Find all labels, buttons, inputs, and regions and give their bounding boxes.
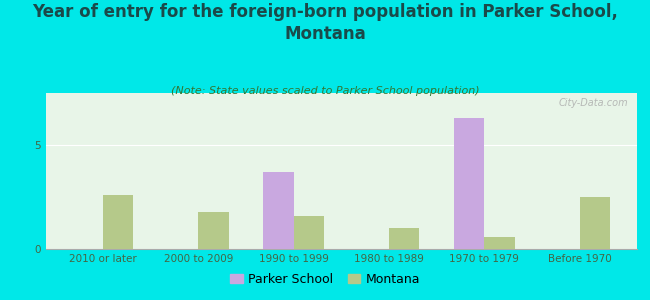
- Bar: [294, 216, 324, 249]
- Bar: [454, 118, 484, 249]
- Text: City-Data.com: City-Data.com: [558, 98, 628, 108]
- Text: Year of entry for the foreign-born population in Parker School,
Montana: Year of entry for the foreign-born popul…: [32, 3, 618, 43]
- Legend: Parker School, Montana: Parker School, Montana: [225, 268, 425, 291]
- Bar: [389, 228, 419, 249]
- Bar: [198, 212, 229, 249]
- Text: (Note: State values scaled to Parker School population): (Note: State values scaled to Parker Sch…: [171, 85, 479, 95]
- Bar: [484, 236, 515, 249]
- Bar: [103, 195, 133, 249]
- Bar: [263, 172, 294, 249]
- Bar: [580, 197, 610, 249]
